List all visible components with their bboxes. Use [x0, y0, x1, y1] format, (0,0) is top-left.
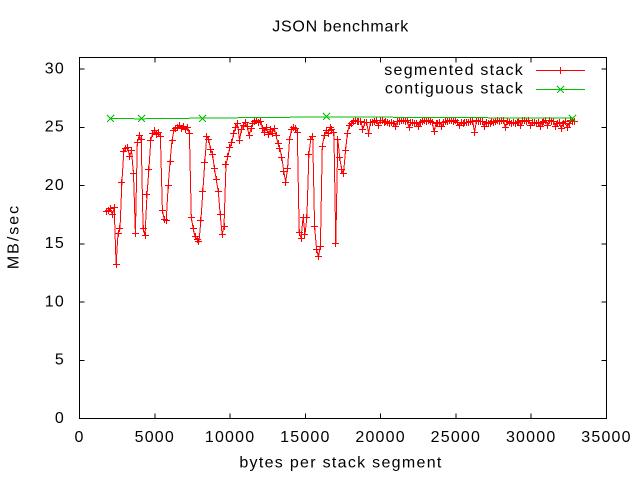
svg-text:25: 25 — [45, 119, 65, 136]
svg-text:15000: 15000 — [280, 429, 331, 446]
svg-text:10: 10 — [45, 293, 65, 310]
svg-text:20: 20 — [45, 177, 65, 194]
svg-text:15: 15 — [45, 235, 65, 252]
svg-text:5000: 5000 — [135, 429, 175, 446]
svg-text:35000: 35000 — [581, 429, 632, 446]
svg-text:20000: 20000 — [355, 429, 406, 446]
svg-text:0: 0 — [74, 429, 84, 446]
svg-text:30: 30 — [45, 61, 65, 78]
svg-text:30000: 30000 — [506, 429, 557, 446]
svg-text:0: 0 — [55, 410, 65, 427]
svg-text:25000: 25000 — [431, 429, 482, 446]
svg-text:bytes per stack segment: bytes per stack segment — [239, 455, 442, 472]
svg-text:5: 5 — [55, 352, 65, 369]
svg-text:MB/sec: MB/sec — [6, 204, 23, 269]
svg-text:JSON benchmark: JSON benchmark — [272, 19, 409, 36]
svg-text:10000: 10000 — [205, 429, 256, 446]
svg-text:segmented stack: segmented stack — [384, 62, 524, 79]
svg-text:contiguous stack: contiguous stack — [385, 81, 524, 98]
